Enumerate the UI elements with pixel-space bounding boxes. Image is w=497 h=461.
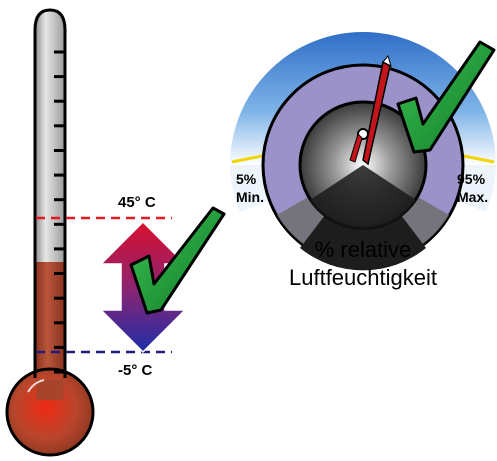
gauge-outer-ring (230, 32, 496, 165)
checkmark-icon (129, 206, 226, 315)
hygrometer-gauge: 5% Min. 95% Max. % relative Luftfeuchtig… (230, 32, 496, 290)
thermometer: 45° C -5° C (5, 8, 226, 457)
thermometer-scale (54, 50, 66, 374)
caption-line-1: % relative (315, 237, 412, 262)
max-value-label: 95% (457, 171, 486, 187)
min-value-label: 5% (236, 171, 257, 187)
bulb-highlight (27, 379, 45, 393)
min-temp-label: -5° C (118, 362, 153, 379)
max-temp-label: 45° C (118, 194, 156, 211)
checkmark-icon (396, 40, 496, 154)
max-text-label: Max. (457, 189, 488, 205)
min-text-label: Min. (236, 189, 264, 205)
caption-line-2: Luftfeuchtigkeit (289, 265, 437, 290)
